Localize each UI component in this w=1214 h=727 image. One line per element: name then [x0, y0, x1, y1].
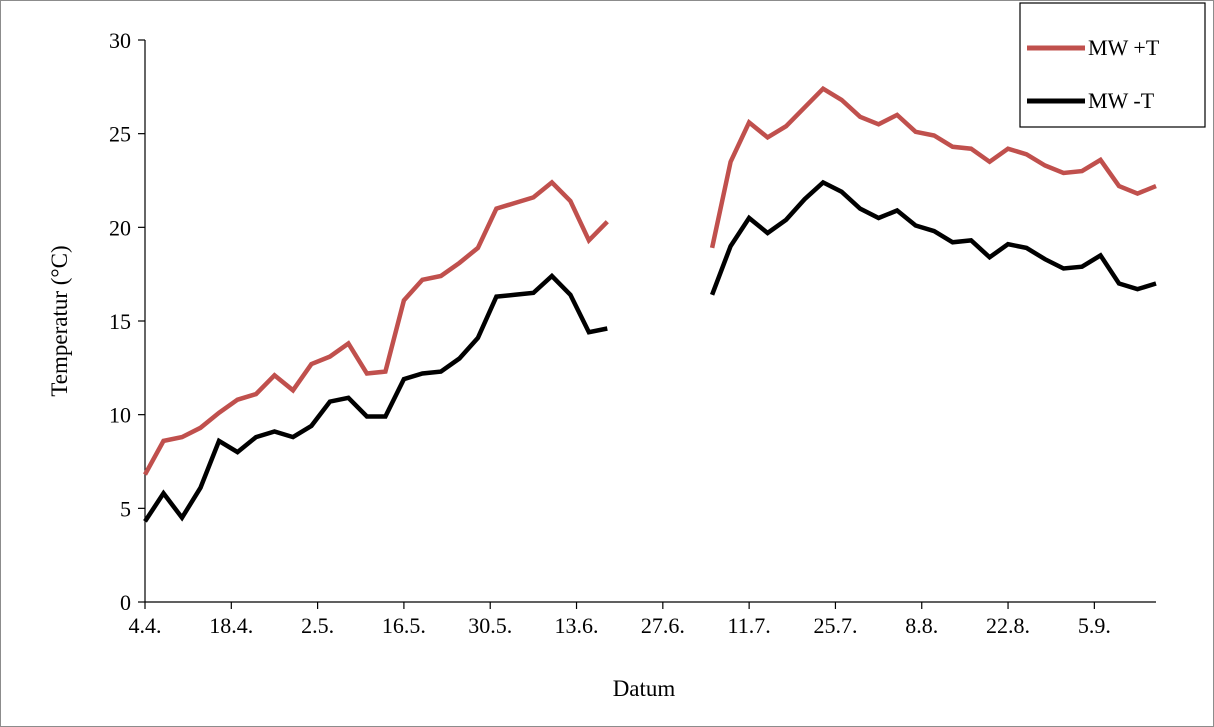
x-tick-label: 18.4. [209, 613, 253, 638]
legend-label-mw-plus-t: MW +T [1088, 35, 1160, 60]
x-tick-label: 11.7. [728, 613, 771, 638]
x-tick-label: 16.5. [382, 613, 426, 638]
series-line-mw-plus-t-segment-2 [709, 85, 1157, 249]
x-tick-label: 13.6. [555, 613, 599, 638]
x-tick-label: 4.4. [129, 613, 162, 638]
y-tick-label: 10 [109, 403, 131, 428]
x-tick-label: 5.9. [1078, 613, 1111, 638]
series-line-mw-minus-t-segment-2 [709, 179, 1157, 296]
y-tick-label: 20 [109, 215, 131, 240]
x-axis-title: Datum [613, 676, 676, 701]
series-layer [143, 85, 1157, 523]
x-tick-label: 30.5. [468, 613, 512, 638]
legend: MW +T MW -T [1019, 2, 1206, 128]
y-tick-label: 5 [120, 496, 131, 521]
y-tick-label: 30 [109, 28, 131, 53]
x-tick-label: 22.8. [986, 613, 1030, 638]
x-tick-label: 2.5. [301, 613, 334, 638]
legend-box [1019, 2, 1206, 128]
x-tick-label: 27.6. [641, 613, 685, 638]
y-tick-label: 0 [120, 590, 131, 615]
y-tick-label: 15 [109, 309, 131, 334]
legend-label-mw-minus-t: MW -T [1088, 88, 1155, 113]
x-tick-label: 25.7. [813, 613, 857, 638]
series-line-mw-plus-t-segment-1 [143, 179, 609, 476]
x-axis: 4.4. 18.4. 2.5. 16.5. 30.5. 13.6. 27.6. 11.7. 25… [129, 601, 1156, 638]
x-tick-label: 8.8. [905, 613, 938, 638]
y-axis-title: Temperatur (°C) [47, 245, 72, 396]
y-tick-label: 25 [109, 122, 131, 147]
series-line-mw-minus-t-segment-1 [143, 272, 608, 523]
y-axis: 0 5 10 15 20 25 30 [109, 28, 146, 615]
